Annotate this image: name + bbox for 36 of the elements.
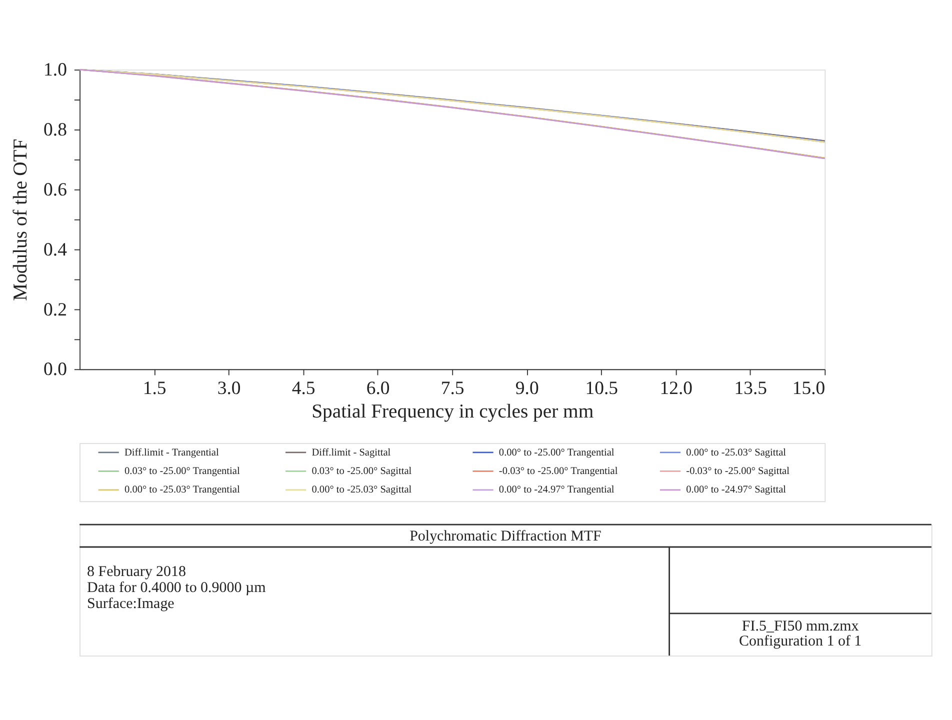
x-tick-label: 15.0 xyxy=(792,378,826,399)
legend-label: 0.00° to -25.00° Trangential xyxy=(498,447,614,458)
y-tick-label: 0.2 xyxy=(44,299,67,320)
x-axis-title: Spatial Frequency in cycles per mm xyxy=(312,400,594,422)
legend-label: 0.00° to -24.97° Trangential xyxy=(498,484,614,496)
legend-label: 0.00° to -25.03° Trangential xyxy=(124,484,240,496)
legend-label: 0.00° to -24.97° Sagittal xyxy=(686,484,786,496)
x-tick-label: 1.5 xyxy=(142,378,166,399)
legend-label: -0.03° to -25.00° Sagittal xyxy=(686,466,790,477)
x-tick-label: 10.5 xyxy=(585,378,618,399)
text: Polychromatic Diffraction MTF xyxy=(410,528,602,544)
y-tick-label: 0.8 xyxy=(44,120,67,141)
legend-label: Diff.limit - Sagittal xyxy=(312,447,391,458)
x-tick-label: 13.5 xyxy=(734,378,768,399)
x-tick-label: 12.0 xyxy=(660,378,693,399)
text: Surface:Image xyxy=(87,596,175,612)
x-tick-label: 7.5 xyxy=(440,378,464,399)
text: 8 February 2018 xyxy=(87,564,186,580)
x-tick-label: 4.5 xyxy=(292,378,316,399)
text: Data for 0.4000 to 0.9000 µm xyxy=(87,580,266,596)
legend-label: Diff.limit - Trangential xyxy=(124,447,219,458)
y-tick-label: 0.0 xyxy=(44,359,67,380)
legend-label: -0.03° to -25.00° Trangential xyxy=(498,466,618,477)
y-tick-label: 0.6 xyxy=(44,180,67,200)
y-axis-title: Modulus of the OTF xyxy=(10,138,32,301)
y-tick-label: 0.4 xyxy=(44,239,68,260)
text: FI.5_FI50 mm.zmx xyxy=(742,618,860,634)
text: Configuration 1 of 1 xyxy=(739,633,862,650)
x-tick-label: 9.0 xyxy=(515,378,539,399)
legend-label: 0.03° to -25.00° Sagittal xyxy=(312,466,412,477)
legend-label: 0.00° to -25.03° Sagittal xyxy=(686,447,786,458)
x-tick-label: 6.0 xyxy=(366,378,390,399)
y-tick-label: 1.0 xyxy=(44,60,67,81)
legend-label: 0.03° to -25.00° Trangential xyxy=(124,466,240,477)
legend-label: 0.00° to -25.03° Sagittal xyxy=(312,484,412,496)
x-tick-label: 3.0 xyxy=(217,378,241,399)
